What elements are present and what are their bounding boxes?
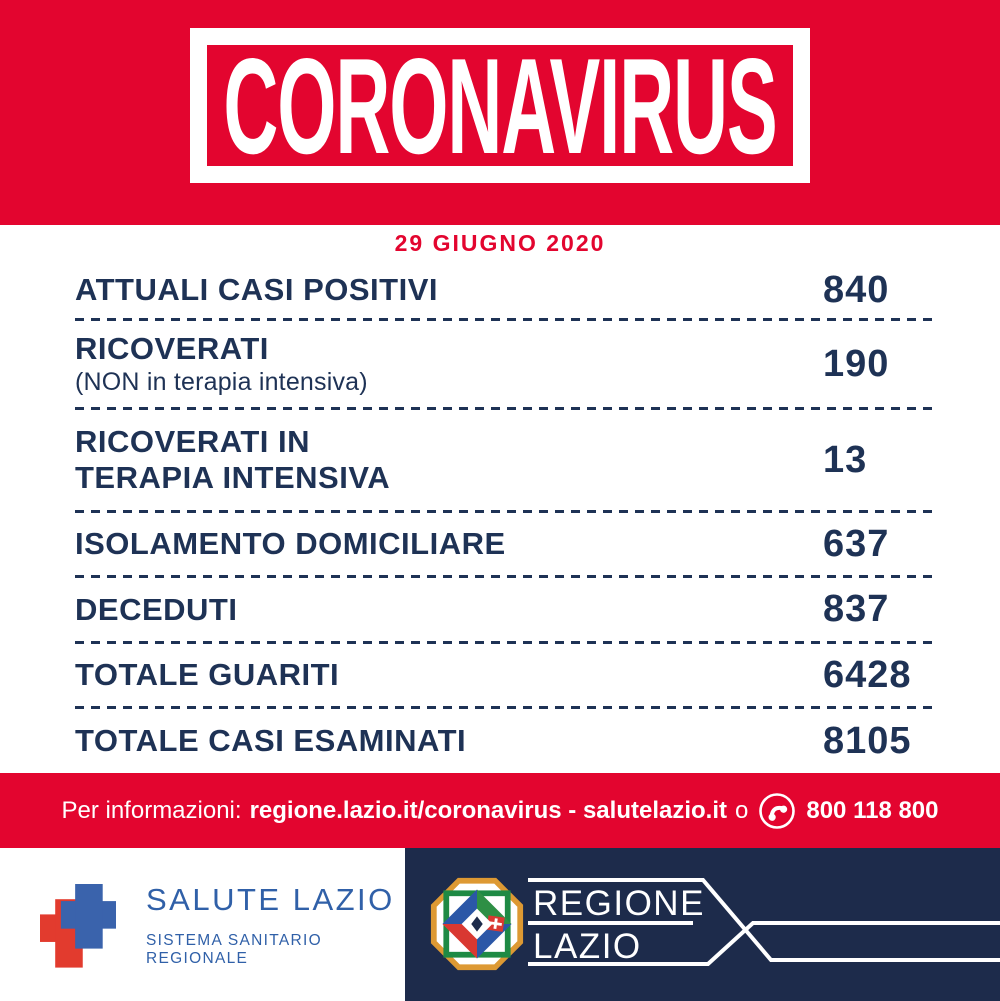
salute-lazio-title: SALUTE LAZIO (146, 881, 395, 917)
banner-frame: CORONAVIRUS (190, 28, 810, 183)
stat-sublabel: (NON in terapia intensiva) (75, 368, 368, 397)
dashed-divider (75, 641, 938, 644)
stats-table: ATTUALI CASI POSITIVI 840 RICOVERATI (NO… (75, 262, 938, 773)
stat-value: 190 (823, 342, 890, 385)
stat-label: RICOVERATI IN TERAPIA INTENSIVA (75, 424, 390, 495)
regione-rails-graphic (528, 878, 1000, 966)
stat-label: ISOLAMENTO DOMICILIARE (75, 526, 506, 562)
dashed-divider (75, 706, 938, 709)
coat-of-arms-icon (429, 876, 525, 977)
table-row: ATTUALI CASI POSITIVI 840 (75, 262, 938, 318)
regione-lazio-logo-area: REGIONE LAZIO (405, 848, 1000, 1001)
salute-lazio-logo-area: SALUTE LAZIO SISTEMA SANITARIO REGIONALE (0, 848, 405, 1001)
stat-value: 6428 (823, 653, 912, 696)
table-row: DECEDUTI 837 (75, 578, 938, 641)
coronavirus-banner: CORONAVIRUS (0, 0, 1000, 225)
stat-label: DECEDUTI (75, 591, 238, 627)
info-prefix: Per informazioni: (61, 796, 242, 824)
report-date: 29 GIUGNO 2020 (394, 230, 606, 256)
stat-label-line1: RICOVERATI IN (75, 424, 310, 460)
banner-title: CORONAVIRUS (223, 29, 777, 182)
date-row: 29 GIUGNO 2020 (0, 225, 1000, 262)
stat-value: 8105 (823, 719, 912, 762)
phone-icon (758, 792, 796, 830)
dashed-divider (75, 407, 938, 410)
salute-lazio-subtitle: SISTEMA SANITARIO REGIONALE (146, 931, 322, 967)
table-row: TOTALE CASI ESAMINATI 8105 (75, 709, 938, 773)
info-bar: Per informazioni: regione.lazio.it/coron… (0, 773, 1000, 848)
table-row: RICOVERATI IN TERAPIA INTENSIVA 13 (75, 410, 938, 510)
regione-wordmark-line2: LAZIO (533, 927, 642, 966)
stat-label-block: RICOVERATI (NON in terapia intensiva) (75, 331, 368, 398)
info-conjunction: o (735, 796, 749, 824)
table-row: TOTALE GUARITI 6428 (75, 644, 938, 706)
stat-value: 637 (823, 522, 890, 565)
table-row: RICOVERATI (NON in terapia intensiva) 19… (75, 321, 938, 407)
dashed-divider (75, 575, 938, 578)
stat-label: TOTALE GUARITI (75, 657, 340, 693)
stat-value: 837 (823, 588, 890, 630)
info-links: regione.lazio.it/coronavirus - salutelaz… (249, 796, 727, 824)
regione-wordmark-line1: REGIONE (533, 884, 705, 923)
salute-text-block: SALUTE LAZIO SISTEMA SANITARIO REGIONALE (146, 882, 405, 968)
stat-value: 840 (823, 268, 890, 311)
footer: SALUTE LAZIO SISTEMA SANITARIO REGIONALE (0, 848, 1000, 1001)
stat-label-line2: TERAPIA INTENSIVA (75, 460, 391, 495)
stat-label: RICOVERATI (75, 330, 269, 366)
dashed-divider (75, 318, 938, 321)
stat-label: ATTUALI CASI POSITIVI (75, 272, 438, 308)
dashed-divider (75, 510, 938, 513)
crosses-icon (40, 876, 116, 973)
table-row: ISOLAMENTO DOMICILIARE 637 (75, 513, 938, 575)
stat-label: TOTALE CASI ESAMINATI (75, 723, 467, 759)
phone-number: 800 118 800 (806, 796, 939, 824)
stat-value: 13 (823, 438, 868, 481)
